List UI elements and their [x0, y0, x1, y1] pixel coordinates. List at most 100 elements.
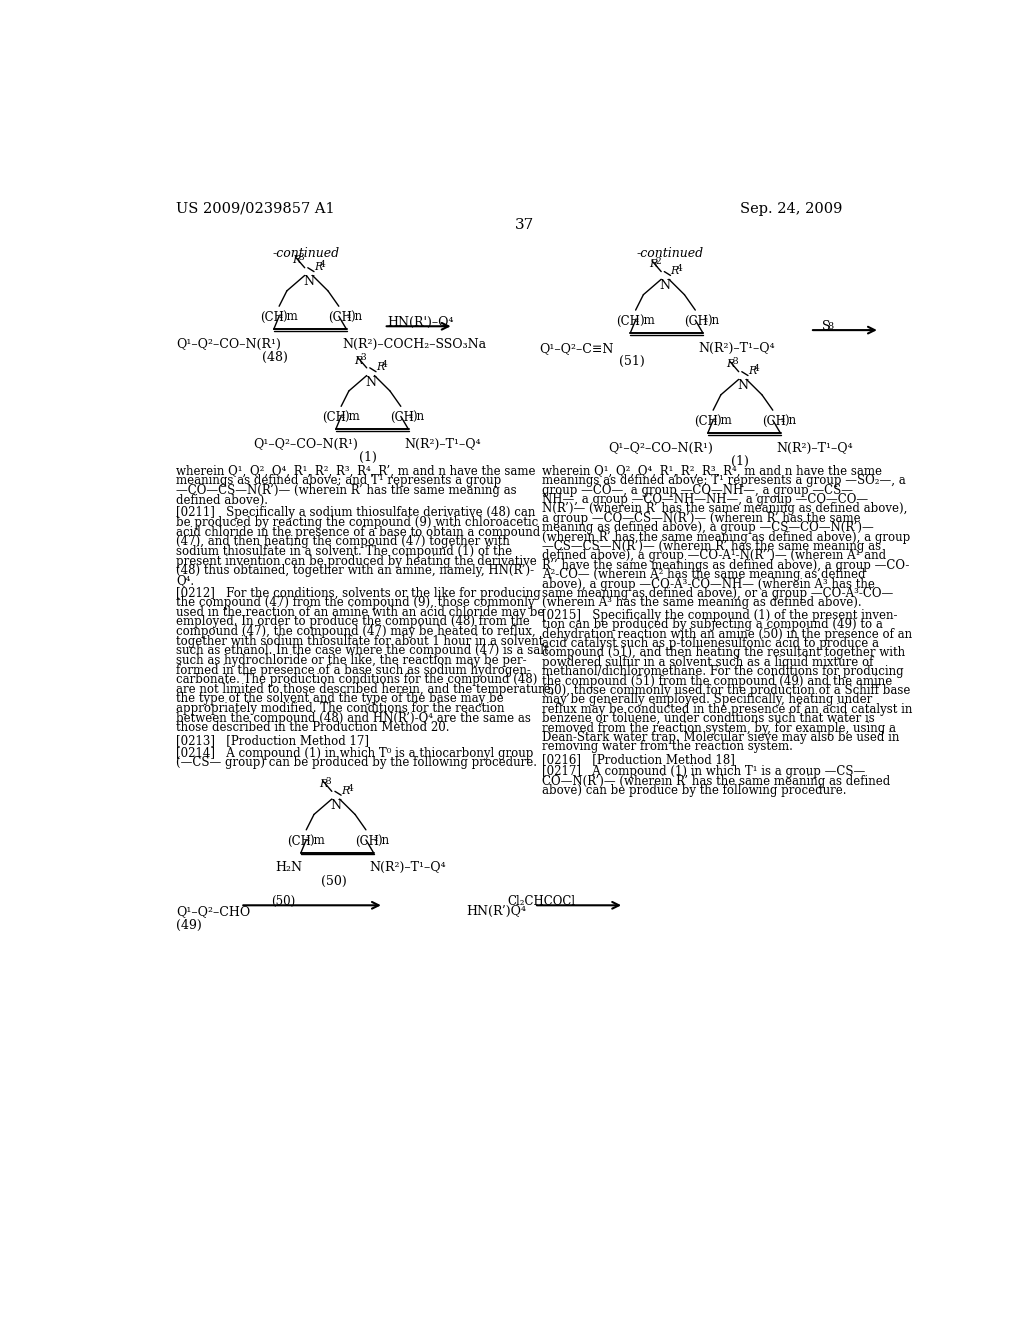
- Text: meanings as defined above; T¹ represents a group —SO₂—, a: meanings as defined above; T¹ represents…: [542, 474, 905, 487]
- Text: (51): (51): [618, 355, 645, 368]
- Text: (wherein A³ has the same meaning as defined above).: (wherein A³ has the same meaning as defi…: [542, 597, 861, 610]
- Text: 4: 4: [677, 264, 682, 273]
- Text: sodium thiosulfate in a solvent. The compound (1) of the: sodium thiosulfate in a solvent. The com…: [176, 545, 512, 558]
- Text: Q¹–Q²–CO–N(R¹): Q¹–Q²–CO–N(R¹): [176, 338, 281, 351]
- Text: Q¹–Q²–CO–N(R¹): Q¹–Q²–CO–N(R¹): [254, 438, 358, 451]
- Text: HN(R’)Q⁴: HN(R’)Q⁴: [467, 906, 526, 919]
- Text: -continued: -continued: [637, 247, 705, 260]
- Text: )m: )m: [344, 411, 360, 424]
- Text: Q¹–Q²–CHO: Q¹–Q²–CHO: [176, 906, 250, 919]
- Text: employed. In order to produce the compound (48) from the: employed. In order to produce the compou…: [176, 615, 529, 628]
- Text: are not limited to those described herein, and the temperature,: are not limited to those described herei…: [176, 682, 555, 696]
- Text: 3: 3: [326, 776, 331, 785]
- Text: benzene or toluene, under conditions such that water is: benzene or toluene, under conditions suc…: [542, 713, 874, 725]
- Text: defined above), a group —CO-A¹-N(R’’)— (wherein A¹ and: defined above), a group —CO-A¹-N(R’’)— (…: [542, 549, 886, 562]
- Text: acid chloride in the presence of a base to obtain a compound: acid chloride in the presence of a base …: [176, 525, 541, 539]
- Text: ₂: ₂: [305, 834, 309, 843]
- Text: wherein Q¹, Q², Q⁴, R¹, R², R³, R⁴, m and n have the same: wherein Q¹, Q², Q⁴, R¹, R², R³, R⁴, m an…: [542, 465, 882, 478]
- Text: R: R: [671, 267, 679, 276]
- Text: R’’ have the same meanings as defined above), a group —CO-: R’’ have the same meanings as defined ab…: [542, 558, 909, 572]
- Text: N: N: [303, 276, 314, 289]
- Text: (wherein R’ has the same meaning as defined above), a group: (wherein R’ has the same meaning as defi…: [542, 531, 910, 544]
- Text: Cl₂CHCOCl: Cl₂CHCOCl: [508, 895, 575, 908]
- Text: NH—, a group —CO—NH—NH—, a group —CO—CO—: NH—, a group —CO—NH—NH—, a group —CO—CO—: [542, 494, 868, 506]
- Text: compound (47), the compound (47) may be heated to reflux,: compound (47), the compound (47) may be …: [176, 626, 536, 638]
- Text: (50): (50): [321, 875, 346, 887]
- Text: )m: )m: [639, 314, 654, 327]
- Text: ₂: ₂: [409, 411, 413, 420]
- Text: R: R: [376, 363, 384, 372]
- Text: ₂: ₂: [635, 314, 639, 323]
- Text: —CS—CS—N(R’)— (wherein R’ has the same meaning as: —CS—CS—N(R’)— (wherein R’ has the same m…: [542, 540, 881, 553]
- Text: ₂: ₂: [374, 834, 378, 843]
- Text: removed from the reaction system, by, for example, using a: removed from the reaction system, by, fo…: [542, 722, 896, 734]
- Text: H₂N: H₂N: [275, 862, 302, 874]
- Text: R: R: [354, 355, 362, 366]
- Text: ₂: ₂: [346, 312, 350, 319]
- Text: (CH: (CH: [693, 414, 718, 428]
- Text: R: R: [748, 367, 757, 376]
- Text: reflux may be conducted in the presence of an acid catalyst in: reflux may be conducted in the presence …: [542, 702, 912, 715]
- Text: -continued: -continued: [272, 247, 340, 260]
- Text: between the compound (48) and HN(R’)-Q⁴ are the same as: between the compound (48) and HN(R’)-Q⁴ …: [176, 711, 530, 725]
- Text: (—CS— group) can be produced by the following procedure.: (—CS— group) can be produced by the foll…: [176, 756, 537, 770]
- Text: together with sodium thiosulfate for about 1 hour in a solvent: together with sodium thiosulfate for abo…: [176, 635, 544, 648]
- Text: )n: )n: [707, 314, 719, 327]
- Text: (47), and then heating the compound (47) together with: (47), and then heating the compound (47)…: [176, 536, 510, 548]
- Text: [0213]   [Production Method 17]: [0213] [Production Method 17]: [176, 734, 369, 747]
- Text: (CH: (CH: [260, 312, 284, 323]
- Text: 4: 4: [321, 260, 326, 269]
- Text: A²-CO— (wherein A² has the same meaning as defined: A²-CO— (wherein A² has the same meaning …: [542, 568, 865, 581]
- Text: be produced by reacting the compound (9) with chloroacetic: be produced by reacting the compound (9)…: [176, 516, 539, 529]
- Text: ₂: ₂: [780, 414, 784, 424]
- Text: [0215]   Specifically the compound (1) of the present inven-: [0215] Specifically the compound (1) of …: [542, 609, 897, 622]
- Text: dehydration reaction with an amine (50) in the presence of an: dehydration reaction with an amine (50) …: [542, 627, 912, 640]
- Text: may be generally employed. Specifically, heating under: may be generally employed. Specifically,…: [542, 693, 872, 706]
- Text: 4: 4: [382, 360, 388, 370]
- Text: N(R²)–T¹–Q⁴: N(R²)–T¹–Q⁴: [369, 862, 445, 874]
- Text: R: R: [319, 779, 328, 789]
- Text: ₂: ₂: [703, 314, 708, 323]
- Text: (1): (1): [359, 451, 377, 465]
- Text: ₂: ₂: [279, 312, 283, 319]
- Text: (CH: (CH: [322, 411, 346, 424]
- Text: [0214]   A compound (1) in which T⁰ is a thiocarbonyl group: [0214] A compound (1) in which T⁰ is a t…: [176, 747, 534, 760]
- Text: those described in the Production Method 20.: those described in the Production Method…: [176, 721, 450, 734]
- Text: )m: )m: [283, 312, 298, 323]
- Text: (CH: (CH: [390, 411, 414, 424]
- Text: N: N: [366, 376, 376, 388]
- Text: (CH: (CH: [762, 414, 785, 428]
- Text: appropriately modified. The conditions for the reaction: appropriately modified. The conditions f…: [176, 702, 505, 715]
- Text: above), a group —CO-A³-CO—NH— (wherein A³ has the: above), a group —CO-A³-CO—NH— (wherein A…: [542, 578, 874, 590]
- Text: 2: 2: [655, 257, 660, 265]
- Text: defined above).: defined above).: [176, 494, 268, 507]
- Text: )n: )n: [378, 834, 390, 847]
- Text: R: R: [726, 359, 734, 370]
- Text: 3: 3: [360, 354, 367, 362]
- Text: Dean-Stark water trap. Molecular sieve may also be used in: Dean-Stark water trap. Molecular sieve m…: [542, 731, 899, 744]
- Text: tion can be produced by subjecting a compound (49) to a: tion can be produced by subjecting a com…: [542, 618, 883, 631]
- Text: S: S: [821, 321, 830, 333]
- Text: 3: 3: [299, 253, 304, 263]
- Text: )m: )m: [716, 414, 732, 428]
- Text: N(R²)–T¹–Q⁴: N(R²)–T¹–Q⁴: [698, 342, 775, 355]
- Text: (48) thus obtained, together with an amine, namely, HN(R’)-: (48) thus obtained, together with an ami…: [176, 564, 535, 577]
- Text: (CH: (CH: [328, 312, 352, 323]
- Text: used in the reaction of an amine with an acid chloride may be: used in the reaction of an amine with an…: [176, 606, 545, 619]
- Text: 8: 8: [827, 322, 834, 331]
- Text: N: N: [331, 799, 341, 812]
- Text: N: N: [737, 379, 749, 392]
- Text: N: N: [659, 280, 671, 292]
- Text: (CH: (CH: [355, 834, 379, 847]
- Text: the compound (47) from the compound (9), those commonly: the compound (47) from the compound (9),…: [176, 597, 535, 609]
- Text: [0216]   [Production Method 18]: [0216] [Production Method 18]: [542, 752, 735, 766]
- Text: meaning as defined above), a group —CS—CO—N(R’)—: meaning as defined above), a group —CS—C…: [542, 521, 873, 535]
- Text: present invention can be produced by heating the derivative: present invention can be produced by hea…: [176, 554, 537, 568]
- Text: above) can be produce by the following procedure.: above) can be produce by the following p…: [542, 784, 847, 797]
- Text: )n: )n: [413, 411, 425, 424]
- Text: CO—N(R’)— (wherein R’ has the same meaning as defined: CO—N(R’)— (wherein R’ has the same meani…: [542, 775, 890, 788]
- Text: (CH: (CH: [287, 834, 310, 847]
- Text: 37: 37: [515, 218, 535, 232]
- Text: formed in the presence of a base such as sodium hydrogen-: formed in the presence of a base such as…: [176, 664, 530, 677]
- Text: Sep. 24, 2009: Sep. 24, 2009: [740, 202, 843, 215]
